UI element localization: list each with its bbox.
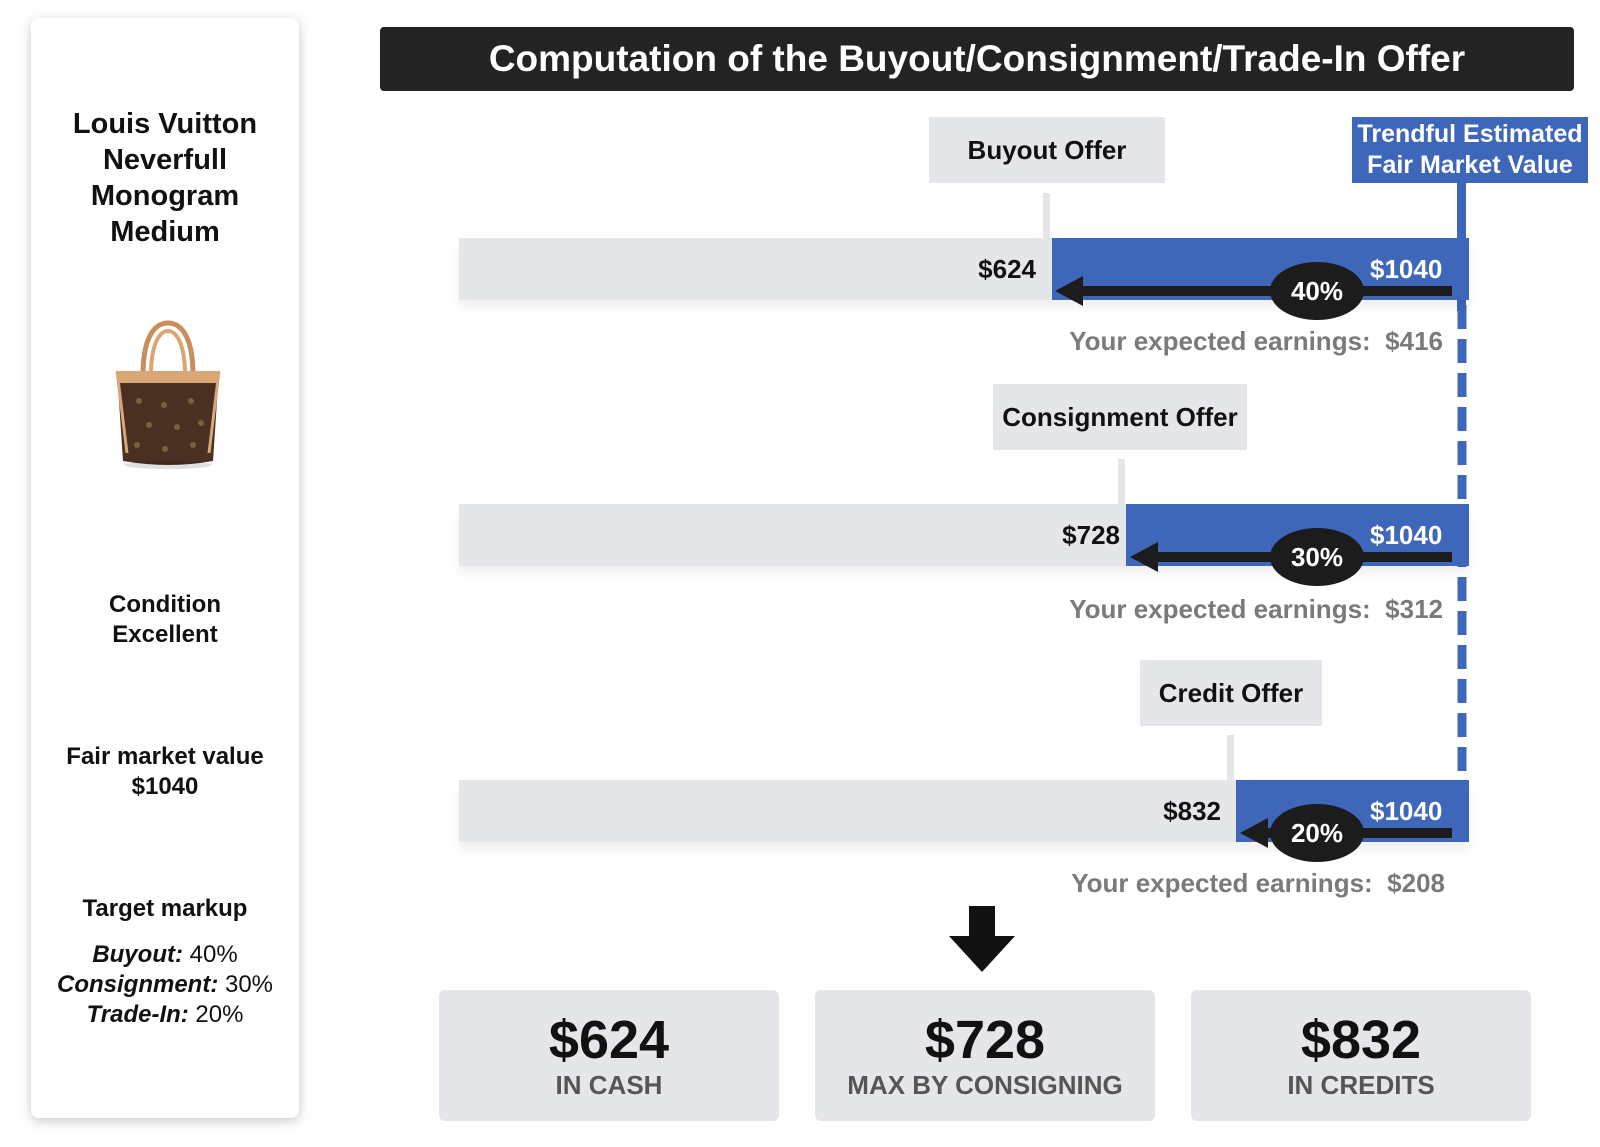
summary-cash-value: $624 xyxy=(548,1010,670,1070)
product-title-line: Monogram xyxy=(90,180,240,212)
credit-tick xyxy=(1227,735,1234,781)
buyout-arrow-shaft xyxy=(1080,286,1452,296)
fmv-marker-line2: Fair Market Value xyxy=(1367,151,1573,179)
credit-arrow-head-icon xyxy=(1240,818,1268,848)
fmv-marker-box: Trendful Estimated Fair Market Value xyxy=(1352,117,1588,183)
handbag-image xyxy=(115,320,221,469)
page-title: Computation of the Buyout/Consignment/Tr… xyxy=(380,27,1574,91)
product-title-line: Louis Vuitton xyxy=(72,108,258,140)
markup-consignment: Consignment: 30% xyxy=(56,971,274,998)
credit-offer-value: $832 xyxy=(1163,796,1221,826)
consignment-fmv-value: $1040 xyxy=(1370,520,1443,550)
product-card: Louis Vuitton Neverfull Monogram Medium … xyxy=(31,18,299,1118)
markup-buyout: Buyout: 40% xyxy=(92,941,238,968)
consignment-offer-label: Consignment Offer xyxy=(993,384,1247,450)
product-title-line: Neverfull xyxy=(102,144,228,176)
buyout-offer-label: Buyout Offer xyxy=(929,117,1165,183)
summary-cash-label: IN CASH xyxy=(555,1070,663,1100)
summary-credits-value: $832 xyxy=(1300,1010,1422,1070)
markup-trade-in: Trade-In: 20% xyxy=(86,1001,244,1028)
buyout-fmv-value: $1040 xyxy=(1370,254,1443,284)
credit-percent-badge: 20% xyxy=(1270,804,1364,862)
consignment-tick xyxy=(1118,459,1125,505)
consignment-earnings: Your expected earnings: $312 xyxy=(1069,594,1443,624)
fmv-value: $1040 xyxy=(131,773,199,800)
product-title: Louis Vuitton Neverfull Monogram Medium xyxy=(31,106,299,250)
buyout-arrow-head-icon xyxy=(1055,276,1083,306)
target-markup-label: Target markup xyxy=(82,895,248,922)
consignment-offer-value: $728 xyxy=(1062,520,1120,550)
summary-credits: $832 IN CREDITS xyxy=(1191,990,1531,1121)
fmv-marker-line1: Trendful Estimated xyxy=(1357,120,1583,148)
condition-label: Condition xyxy=(109,591,221,618)
consignment-percent-badge: 30% xyxy=(1270,528,1364,586)
summary-cash: $624 IN CASH xyxy=(439,990,779,1121)
buyout-percent-badge: 40% xyxy=(1270,262,1364,320)
summary-consign-value: $728 xyxy=(924,1010,1046,1070)
summary-credits-label: IN CREDITS xyxy=(1287,1070,1435,1100)
consignment-arrow-head-icon xyxy=(1130,542,1158,572)
down-arrow-icon xyxy=(949,906,1015,972)
condition-value: Excellent xyxy=(112,621,218,648)
fmv-dashed-line xyxy=(1457,305,1467,775)
condition-block: Condition Excellent xyxy=(31,590,299,650)
credit-offer-label: Credit Offer xyxy=(1140,660,1322,726)
buyout-earnings: Your expected earnings: $416 xyxy=(1069,326,1443,356)
summary-consign-label: MAX BY CONSIGNING xyxy=(847,1070,1123,1100)
product-title-line: Medium xyxy=(110,216,220,248)
summary-consign: $728 MAX BY CONSIGNING xyxy=(815,990,1155,1121)
credit-fmv-value: $1040 xyxy=(1370,796,1443,826)
buyout-offer-value: $624 xyxy=(978,254,1036,284)
target-markup-list: Buyout: 40% Consignment: 30% Trade-In: 2… xyxy=(31,940,299,1030)
buyout-tick xyxy=(1043,193,1050,239)
fmv-label: Fair market value xyxy=(66,743,264,770)
credit-earnings: Your expected earnings: $208 xyxy=(1071,868,1445,898)
fair-market-value-block: Fair market value $1040 xyxy=(31,742,299,802)
